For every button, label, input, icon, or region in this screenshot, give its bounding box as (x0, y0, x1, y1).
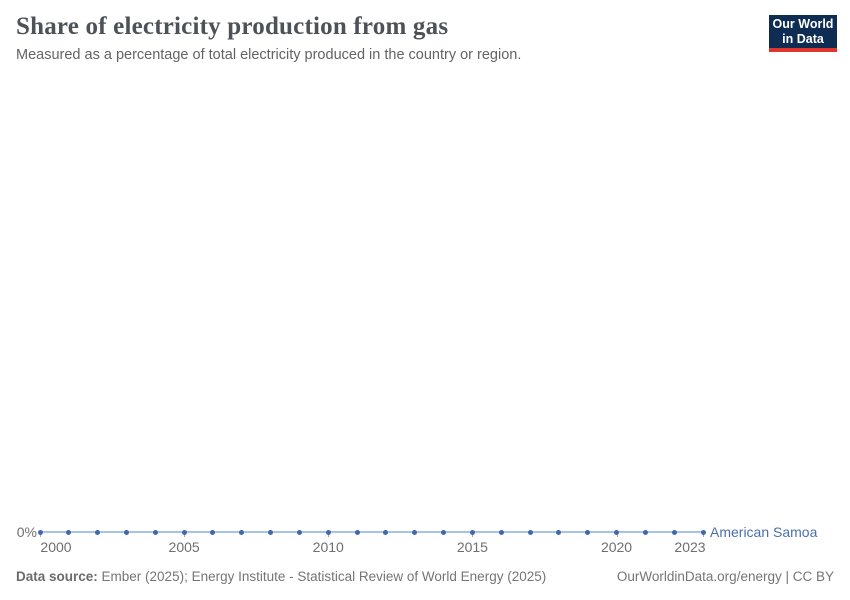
data-source: Data source: Ember (2025); Energy Instit… (16, 568, 546, 585)
data-point[interactable] (614, 529, 620, 535)
logo-line1: Our World (772, 16, 834, 31)
x-tick-label: 2000 (40, 539, 72, 555)
chart-title: Share of electricity production from gas (16, 13, 449, 40)
x-tick (616, 533, 618, 537)
data-point[interactable] (95, 529, 101, 535)
data-point[interactable] (556, 529, 562, 535)
data-point[interactable] (585, 529, 591, 535)
data-point[interactable] (210, 529, 216, 535)
data-point[interactable] (671, 529, 677, 535)
x-tick (703, 533, 704, 537)
series-line[interactable] (40, 531, 703, 533)
data-point[interactable] (268, 529, 274, 535)
footer-link[interactable]: OurWorldinData.org/energy | CC BY (616, 569, 834, 584)
data-point[interactable] (325, 529, 331, 535)
data-source-label: Data source: (16, 569, 98, 584)
logo-line2: in Data (782, 31, 824, 46)
y-axis-label: 0% (16, 524, 37, 540)
x-tick-label: 2010 (312, 539, 344, 555)
data-point[interactable] (383, 529, 389, 535)
data-point[interactable] (498, 529, 504, 535)
data-point[interactable] (412, 529, 418, 535)
x-tick (472, 533, 474, 537)
data-point[interactable] (239, 529, 245, 535)
x-tick-label: 2023 (674, 539, 706, 555)
data-point[interactable] (123, 529, 129, 535)
data-point[interactable] (642, 529, 648, 535)
x-tick-label: 2015 (456, 539, 488, 555)
data-point[interactable] (441, 529, 447, 535)
data-source-text: Ember (2025); Energy Institute - Statist… (97, 569, 547, 584)
data-point[interactable] (152, 529, 158, 535)
x-tick (184, 533, 186, 537)
chart-subtitle: Measured as a percentage of total electr… (16, 47, 522, 63)
series-label[interactable]: American Samoa (710, 524, 818, 540)
x-tick-label: 2020 (600, 539, 633, 555)
chart-footer: Data source: Ember (2025); Energy Instit… (16, 568, 834, 585)
data-point[interactable] (527, 529, 533, 535)
data-point[interactable] (66, 529, 72, 535)
owid-logo[interactable]: Our World in Data (769, 15, 837, 52)
data-point[interactable] (354, 529, 360, 535)
x-tick (328, 533, 330, 537)
data-point[interactable] (700, 529, 706, 535)
data-point[interactable] (181, 529, 187, 535)
data-point[interactable] (296, 529, 302, 535)
data-point[interactable] (37, 529, 43, 535)
chart-header: Share of electricity production from gas… (16, 11, 754, 65)
data-point[interactable] (469, 529, 475, 535)
x-tick-label: 2005 (168, 539, 200, 555)
x-tick (40, 533, 41, 537)
